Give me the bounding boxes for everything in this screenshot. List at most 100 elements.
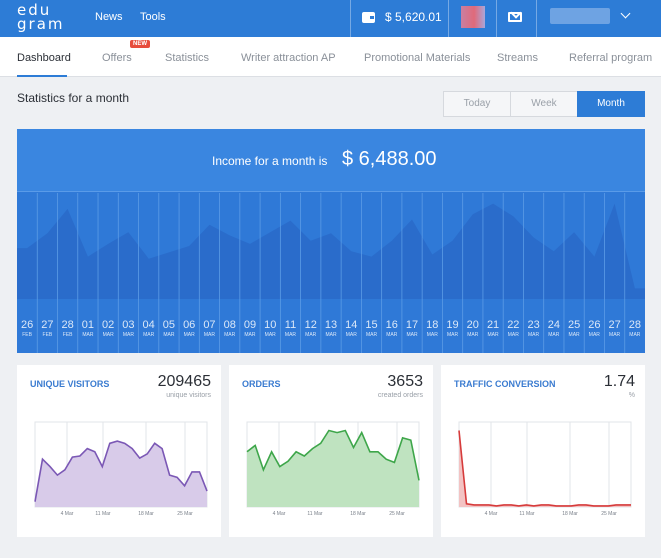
range-week[interactable]: Week [510, 91, 578, 117]
tick-label-day: 13 [325, 319, 337, 331]
series-line [458, 430, 631, 507]
tick-label-month: MAR [305, 332, 317, 338]
x-tick-label: 18 Mar [138, 511, 154, 517]
income-area-chart: 26FEB27FEB28FEB01MAR02MAR03MAR04MAR05MAR… [17, 193, 645, 353]
x-tick-label: 18 Mar [350, 511, 366, 517]
range-month[interactable]: Month [577, 91, 645, 117]
card-title: Unique visitors [30, 379, 110, 389]
wallet-icon [362, 12, 375, 23]
tick-label-day: 04 [143, 319, 155, 331]
tick-label-day: 23 [527, 319, 539, 331]
section-title: Statistics for a month [17, 91, 130, 105]
tick-label-day: 28 [62, 319, 74, 331]
tick-label-day: 28 [629, 319, 641, 331]
tick-label-month: MAR [548, 332, 560, 338]
avatar[interactable] [461, 6, 485, 28]
balance-amount[interactable]: $ 5,620.01 [385, 10, 442, 24]
tick-label-month: MAR [366, 332, 378, 338]
active-tab-underline [17, 75, 67, 77]
x-tick-label: 18 Mar [562, 511, 578, 517]
card-value: 3653 [387, 373, 423, 390]
series-area [459, 430, 631, 507]
card-title: Orders [242, 379, 281, 389]
tick-label-day: 06 [183, 319, 195, 331]
user-name[interactable] [550, 8, 610, 24]
tick-label-month: MAR [569, 332, 581, 338]
divider [536, 0, 537, 37]
tick-label-month: MAR [467, 332, 479, 338]
tick-label-month: MAR [265, 332, 277, 338]
tab-streams[interactable]: Streams [497, 52, 538, 64]
tick-label-day: 18 [426, 319, 438, 331]
tick-label-day: 27 [608, 319, 620, 331]
tick-label-day: 22 [507, 319, 519, 331]
x-tick-label: 11 Mar [519, 511, 535, 517]
tick-label-day: 26 [21, 319, 33, 331]
tick-label-day: 14 [345, 319, 357, 331]
tab-bar: Dashboard Offers NEW Statistics Writer a… [0, 37, 661, 77]
tick-label-day: 16 [386, 319, 398, 331]
x-tick-label: 25 Mar [389, 511, 405, 517]
tab-offers[interactable]: Offers [102, 52, 132, 64]
tick-label-month: MAR [224, 332, 236, 338]
income-header: Income for a month is $ 6,488.00 [17, 129, 645, 192]
tick-label-day: 07 [203, 319, 215, 331]
new-badge: NEW [130, 40, 150, 48]
x-tick-label: 11 Mar [95, 511, 111, 517]
series-area [247, 430, 419, 507]
tick-label-day: 21 [487, 319, 499, 331]
divider [350, 0, 351, 37]
tick-label-day: 02 [102, 319, 114, 331]
divider [496, 0, 497, 37]
chevron-down-icon[interactable] [620, 8, 631, 19]
card-subtitle: unique visitors [166, 392, 211, 399]
tick-label-month: MAR [123, 332, 135, 338]
tab-promotional-materials[interactable]: Promotional Materials [364, 52, 471, 64]
orders-chart: 4 Mar 11 Mar 18 Mar 25 Mar [246, 421, 420, 517]
x-tick-label: 11 Mar [307, 511, 323, 517]
card-orders: Orders 3653 created orders 4 Mar 11 Mar 18… [229, 365, 433, 537]
tick-label-month: MAR [103, 332, 115, 338]
tick-label-month: MAR [346, 332, 358, 338]
tick-label-day: 03 [122, 319, 134, 331]
tick-label-month: FEB [43, 332, 53, 338]
logo[interactable]: edu gram [17, 1, 65, 33]
tick-label-day: 11 [285, 319, 296, 331]
card-value: 1.74 [603, 373, 635, 390]
range-today[interactable]: Today [443, 91, 511, 117]
tick-label-month: MAR [163, 332, 175, 338]
tick-label-day: 26 [588, 319, 600, 331]
tick-label-day: 20 [467, 319, 479, 331]
tick-label-month: MAR [386, 332, 398, 338]
tick-label-month: MAR [488, 332, 500, 338]
nav-news[interactable]: News [95, 11, 123, 23]
tab-statistics[interactable]: Statistics [165, 52, 210, 64]
card-value: 209465 [157, 373, 211, 390]
tick-label-day: 27 [41, 319, 53, 331]
card-unique-visitors: Unique visitors 209465 unique visitors 4… [17, 365, 221, 537]
series-area [35, 441, 207, 507]
income-chart: Income for a month is $ 6,488.00 26 FEB 27… [17, 129, 645, 353]
x-tick-label: 4 Mar [273, 511, 286, 517]
series-line [34, 440, 208, 502]
tick-label-month: MAR [143, 332, 155, 338]
x-tick-label: 4 Mar [485, 511, 498, 517]
tab-writer-attraction[interactable]: Writer attraction AP [241, 52, 336, 64]
tick-label-month: FEB [63, 332, 73, 338]
tick-label-month: MAR [508, 332, 520, 338]
tick-label-day: 15 [365, 319, 377, 331]
tick-label-month: MAR [285, 332, 297, 338]
plot-frame [458, 421, 632, 508]
tick-label-day: 05 [163, 319, 175, 331]
tick-label-day: 08 [224, 319, 236, 331]
nav-tools[interactable]: Tools [140, 11, 166, 23]
tab-dashboard[interactable]: Dashboard [17, 52, 71, 64]
tick-label-day: 09 [244, 319, 256, 331]
tick-label-month: MAR [447, 332, 459, 338]
tick-label-month: MAR [406, 332, 418, 338]
tab-referral-program[interactable]: Referral program [569, 52, 653, 64]
income-label: Income for a month is [212, 154, 328, 168]
mail-icon[interactable] [508, 12, 522, 22]
tick-label-month: MAR [528, 332, 540, 338]
tick-label-month: MAR [82, 332, 94, 338]
